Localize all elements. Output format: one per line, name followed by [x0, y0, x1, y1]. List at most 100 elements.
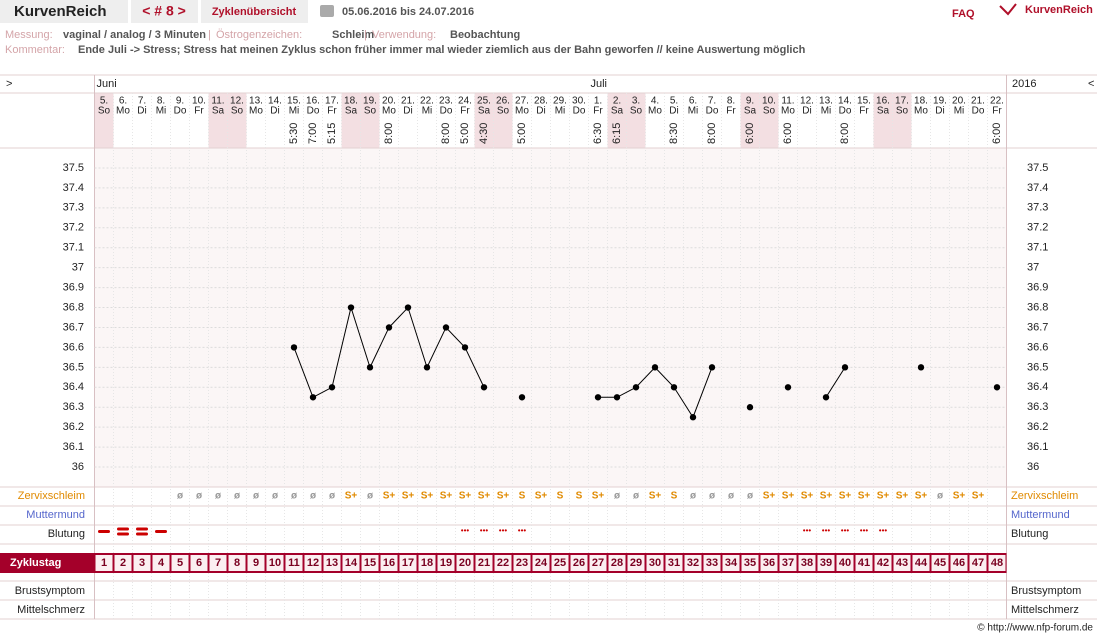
day-label: 12. — [800, 96, 814, 107]
zervix-mark: S+ — [440, 491, 453, 502]
faq[interactable]: FAQ — [952, 8, 975, 20]
zervix-mark: S+ — [858, 491, 871, 502]
weekend-shade — [341, 93, 361, 148]
brand[interactable]: KurvenReich — [14, 3, 107, 20]
weekday-label: So — [98, 106, 111, 117]
info-label: Kommentar: — [5, 44, 65, 56]
y-tick-label: 37.2 — [63, 222, 84, 234]
cycle-day: 34 — [725, 557, 738, 569]
zervix-mark: ø — [215, 491, 222, 502]
time-label: 8:00 — [440, 123, 452, 144]
bleeding-dash — [117, 532, 129, 536]
temperature-point — [518, 394, 526, 401]
weekday-label: Sa — [478, 106, 491, 117]
time-label: 6:00 — [991, 123, 1003, 144]
day-label: 7. — [138, 96, 146, 107]
day-label: 11. — [211, 96, 224, 107]
cycle-cell — [988, 555, 1006, 571]
day-label: 25. — [477, 96, 491, 107]
temperature-point — [309, 394, 317, 401]
cycle-nav[interactable]: < # 8 > — [142, 3, 186, 19]
zervix-mark: ø — [196, 491, 203, 502]
cycle-cell — [228, 555, 246, 571]
weekend-shade — [607, 93, 627, 148]
weekday-label: Sa — [744, 106, 757, 117]
cycle-cell — [152, 555, 170, 571]
zervix-mark: ø — [329, 491, 336, 502]
cycle-cell — [361, 555, 379, 571]
day-label: 5. — [100, 96, 108, 107]
weekend-shade — [360, 93, 380, 148]
cycle-day: 8 — [234, 557, 240, 569]
y-tick-label: 36.9 — [63, 281, 84, 293]
row-label: Blutung — [48, 528, 85, 540]
day-label: 27. — [515, 96, 529, 107]
cycle-day: 47 — [972, 557, 984, 569]
zervix-mark: S — [576, 491, 583, 502]
day-label: 3. — [632, 96, 640, 107]
temperature-point — [290, 344, 298, 351]
info-value: Beobachtung — [450, 29, 520, 41]
weekday-label: Fr — [194, 106, 204, 117]
row-label-right: Brustsymptom — [1011, 585, 1081, 597]
print-icon[interactable] — [320, 5, 334, 17]
y-tick-label-right: 36.4 — [1027, 381, 1048, 393]
cycle-cell — [798, 555, 816, 571]
weekend-shade — [208, 93, 228, 148]
zervix-mark: S+ — [535, 491, 548, 502]
day-label: 18. — [344, 96, 358, 107]
zervix-mark: S+ — [763, 491, 776, 502]
cycle-cell — [855, 555, 873, 571]
y-tick-label: 36 — [72, 461, 84, 473]
cycle-day: 42 — [877, 557, 889, 569]
weekday-label: Mi — [422, 106, 433, 117]
cycle-cell — [285, 555, 303, 571]
day-label: 15. — [287, 96, 301, 107]
cycle-day: 32 — [687, 557, 699, 569]
day-label: 14. — [268, 96, 282, 107]
cycle-cell — [494, 555, 512, 571]
time-label: 6:00 — [782, 123, 794, 144]
time-label: 8:00 — [839, 123, 851, 144]
y-tick-label: 37.1 — [63, 242, 84, 254]
day-label: 11. — [781, 96, 794, 107]
zervix-mark: S+ — [972, 491, 985, 502]
day-label: 21. — [401, 96, 415, 107]
period: 05.06.2016 bis 24.07.2016 — [342, 6, 474, 18]
separator: | — [364, 29, 367, 41]
zervix-mark: S+ — [877, 491, 890, 502]
bleeding-dash — [117, 527, 129, 531]
day-label: 10. — [192, 96, 206, 107]
cycle-cell — [95, 555, 113, 571]
zervix-mark: S — [671, 491, 678, 502]
zervix-mark: ø — [234, 491, 241, 502]
cycle-cell — [513, 555, 531, 571]
logo[interactable]: KurvenReich — [1025, 4, 1093, 16]
time-label: 5:00 — [459, 123, 471, 144]
zervix-mark: S+ — [953, 491, 966, 502]
cycle-day: 18 — [421, 557, 433, 569]
cycle-cell — [247, 555, 265, 571]
cycle-day: 30 — [649, 557, 661, 569]
weekend-shade — [740, 93, 760, 148]
cycle-day: 5 — [177, 557, 183, 569]
weekday-label: Fr — [593, 106, 603, 117]
nav-left[interactable]: > — [6, 78, 12, 90]
day-label: 28. — [534, 96, 548, 107]
spotting-mark: ••• — [822, 526, 831, 535]
weekday-label: Mo — [914, 106, 928, 117]
cycle-day: 9 — [253, 557, 259, 569]
overview-link[interactable]: Zyklenübersicht — [212, 6, 297, 18]
day-label: 10. — [762, 96, 776, 107]
weekday-label: Fr — [992, 106, 1002, 117]
y-tick-label: 36.1 — [63, 441, 84, 453]
time-label: 6:15 — [611, 123, 623, 144]
temperature-point — [366, 364, 374, 371]
cycle-day: 31 — [668, 557, 680, 569]
weekday-label: Mo — [249, 106, 263, 117]
nav-right[interactable]: < — [1088, 78, 1094, 90]
weekday-label: Sa — [345, 106, 358, 117]
day-label: 15. — [857, 96, 871, 107]
temperature-point — [632, 384, 640, 391]
weekday-label: Mi — [156, 106, 167, 117]
